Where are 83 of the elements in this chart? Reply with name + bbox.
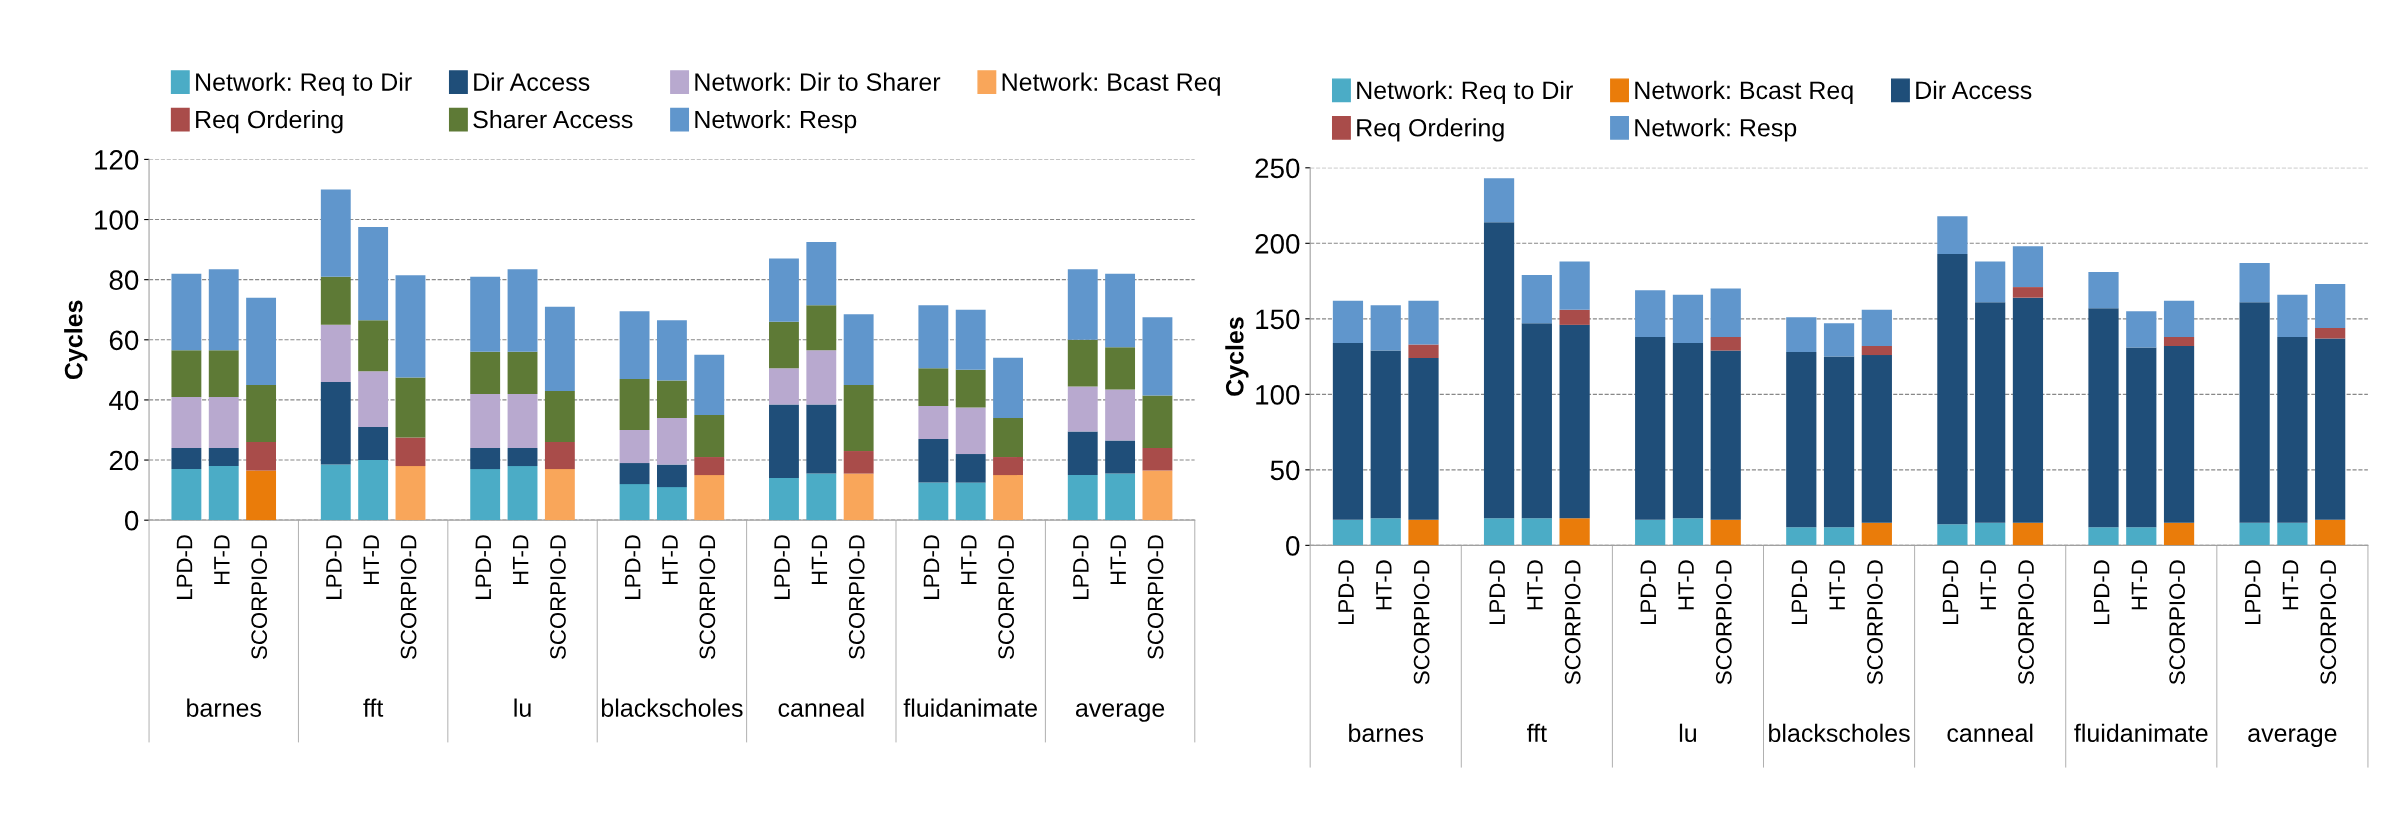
x-tick-label: HT-D [512, 535, 529, 585]
x-tick-label: SCORPIO-D [400, 535, 417, 659]
y-tick-label: 50 [1270, 460, 1300, 481]
x-tick-label: SCORPIO-D [1413, 560, 1430, 685]
x-tick-label: SCORPIO-D [2018, 560, 2034, 685]
legend-label: Network: Bcast Req [1635, 80, 1853, 105]
x-tick-label: LPD-D [2245, 560, 2261, 625]
y-tick-label: 200 [1255, 233, 1300, 254]
y-tick-label: 0 [124, 510, 139, 531]
x-tick-label: SCORPIO-D [848, 535, 865, 659]
x-tick-label: LPD-D [1640, 560, 1656, 625]
y-tick-label: 100 [1256, 385, 1300, 405]
text: canneal [778, 698, 864, 717]
x-tick-label: LPD-D [2093, 560, 2110, 625]
legend-label: Network: Resp [1635, 118, 1797, 142]
x-tick-label: HT-D [1527, 560, 1543, 610]
text: lu [514, 698, 531, 717]
x-tick-label: LPD-D [1489, 560, 1505, 625]
legend-label: Network: Dir to Sharer [695, 72, 941, 91]
text: barnes [1349, 723, 1424, 743]
x-tick-label: HT-D [1678, 560, 1694, 610]
x-tick-label: HT-D [662, 535, 678, 585]
y-tick-label: 100 [95, 210, 139, 230]
text: fft [363, 698, 384, 717]
x-tick-label: SCORPIO-D [699, 535, 716, 659]
x-tick-label: HT-D [2131, 560, 2148, 610]
x-tick-label: HT-D [214, 535, 230, 585]
x-tick-label: LPD-D [625, 535, 641, 599]
x-tick-label: HT-D [1376, 560, 1392, 610]
x-tick-label: SCORPIO-D [550, 535, 566, 659]
x-tick-label: HT-D [2282, 560, 2299, 610]
x-tick-label: HT-D [1110, 535, 1126, 585]
x-tick-label: SCORPIO-D [2320, 560, 2337, 685]
y-tick-label: 80 [109, 270, 139, 291]
text: average [2248, 728, 2337, 747]
y-axis-title: Cycles [64, 300, 88, 380]
text: barnes [187, 698, 262, 717]
x-tick-label: SCORPIO-D [1715, 560, 1732, 685]
text: fft [1527, 723, 1547, 743]
legend-label: Req Ordering [1357, 118, 1504, 142]
text: blackscholes [601, 698, 743, 717]
y-tick-label: 120 [95, 150, 139, 170]
x-tick-label: SCORPIO-D [1564, 560, 1581, 685]
x-tick-label: HT-D [811, 535, 828, 585]
x-tick-label: LPD-D [326, 535, 342, 599]
text: lu [1679, 723, 1697, 743]
y-tick-label: 250 [1255, 158, 1300, 179]
x-tick-label: HT-D [1829, 560, 1845, 610]
x-tick-label: LPD-D [1338, 560, 1354, 625]
x-tick-label: LPD-D [176, 535, 193, 599]
legend-label: Dir Access [474, 72, 590, 91]
text: blackscholes [1769, 723, 1910, 743]
text: fluidanimate [903, 698, 1037, 717]
y-tick-label: 150 [1256, 309, 1300, 330]
x-tick-label: SCORPIO-D [998, 535, 1015, 659]
legend-label: Req Ordering [196, 110, 343, 134]
x-tick-label: SCORPIO-D [1867, 560, 1883, 685]
x-tick-label: LPD-D [774, 535, 790, 599]
y-tick-label: 20 [109, 450, 139, 471]
legend-label: Network: Req to Dir [196, 72, 412, 96]
y-axis-title: Cycles [1225, 317, 1249, 396]
legend-label: Network: Bcast Req [1002, 72, 1220, 96]
x-tick-label: HT-D [363, 535, 379, 585]
legend-label: Network: Req to Dir [1357, 80, 1573, 105]
x-tick-label: LPD-D [1073, 535, 1089, 599]
x-tick-label: LPD-D [475, 535, 491, 599]
legend-label: Dir Access [1916, 80, 2032, 100]
x-tick-label: LPD-D [1942, 560, 1959, 625]
x-tick-label: HT-D [961, 535, 977, 585]
x-tick-label: LPD-D [923, 535, 940, 599]
x-tick-label: SCORPIO-D [251, 535, 268, 659]
y-tick-label: 40 [109, 390, 139, 411]
x-tick-label: LPD-D [1791, 560, 1808, 625]
x-tick-label: HT-D [1980, 560, 1996, 610]
text: canneal [1947, 723, 2033, 743]
legend-label: Network: Resp [695, 110, 857, 134]
y-tick-label: 60 [109, 330, 139, 351]
text: fluidanimate [2074, 723, 2208, 743]
y-tick-label: 0 [1286, 536, 1300, 556]
legend-label: Sharer Access [473, 110, 633, 129]
x-tick-label: SCORPIO-D [2169, 560, 2186, 685]
x-tick-label: SCORPIO-D [1147, 535, 1164, 659]
text: average [1075, 703, 1165, 722]
